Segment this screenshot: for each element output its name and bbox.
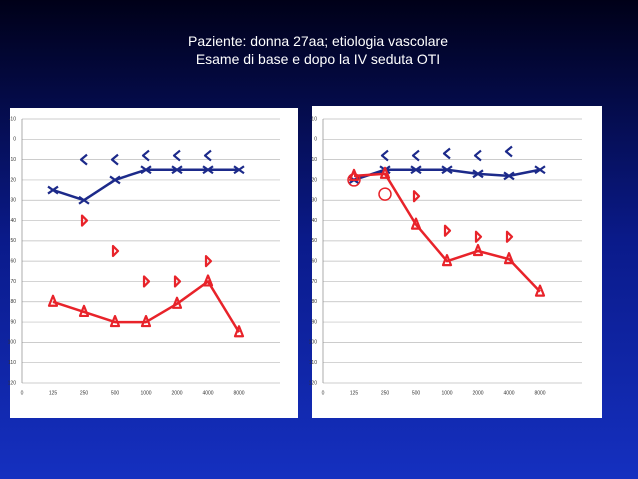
y-tick-label: 70 — [10, 279, 16, 285]
slide-title: Paziente: donna 27aa; etiologia vascolar… — [188, 33, 448, 49]
x-tick-label: 500 — [412, 390, 421, 396]
marker — [80, 214, 89, 227]
y-tick-label: -10 — [310, 116, 317, 122]
y-tick-label: 40 — [10, 218, 16, 224]
x-tick-label: 250 — [381, 390, 390, 396]
y-tick-label: 0 — [314, 137, 317, 143]
marker — [472, 169, 484, 179]
marker — [411, 149, 420, 162]
marker — [140, 314, 152, 328]
slide-subtitle: Esame di base e dopo la IV seduta OTI — [196, 51, 440, 67]
y-tick-label: 90 — [311, 319, 317, 325]
marker — [111, 244, 120, 258]
x-tick-label: 250 — [80, 390, 89, 396]
marker — [110, 153, 119, 166]
panel — [10, 108, 298, 418]
marker — [412, 190, 421, 203]
marker — [47, 294, 59, 307]
marker — [505, 230, 514, 243]
y-tick-label: 40 — [311, 218, 317, 224]
x-tick-label: 0 — [322, 390, 325, 396]
y-tick-label: 20 — [10, 177, 16, 183]
marker — [379, 166, 391, 179]
marker — [378, 187, 392, 201]
y-tick-label: 30 — [10, 198, 16, 204]
marker — [202, 274, 214, 287]
marker — [171, 165, 183, 175]
series-line — [52, 280, 241, 333]
x-tick-label: 125 — [350, 390, 359, 396]
marker — [140, 165, 152, 175]
x-tick-label: 4000 — [202, 390, 213, 396]
x-tick-label: 8000 — [534, 390, 545, 396]
x-tick-label: 500 — [111, 390, 120, 396]
marker — [503, 252, 515, 265]
marker — [380, 149, 389, 162]
marker — [443, 224, 452, 237]
x-tick-label: 1000 — [441, 390, 452, 396]
marker — [172, 149, 181, 162]
marker — [503, 171, 515, 181]
y-tick-label: 100 — [309, 340, 318, 346]
x-tick-label: 4000 — [503, 390, 514, 396]
marker — [203, 149, 212, 162]
y-tick-label: 10 — [311, 157, 317, 163]
marker — [202, 165, 214, 175]
marker — [410, 165, 422, 175]
marker — [109, 175, 121, 185]
y-tick-label: 50 — [311, 238, 317, 244]
marker — [441, 165, 453, 175]
y-tick-label: 90 — [10, 319, 16, 325]
marker — [171, 296, 183, 309]
marker — [442, 147, 451, 160]
marker — [109, 314, 121, 328]
marker — [534, 284, 546, 297]
marker — [78, 304, 90, 318]
y-tick-label: 30 — [311, 198, 317, 204]
y-tick-label: 80 — [311, 299, 317, 305]
marker — [534, 165, 546, 175]
marker — [233, 325, 245, 338]
y-tick-label: 110 — [309, 360, 317, 366]
y-tick-label: 120 — [8, 380, 17, 386]
panel — [312, 106, 602, 418]
marker — [504, 145, 513, 158]
y-tick-label: -10 — [9, 116, 16, 122]
marker — [141, 149, 150, 162]
y-tick-label: 10 — [10, 157, 16, 163]
y-tick-label: 20 — [311, 177, 317, 183]
y-tick-label: 50 — [10, 238, 16, 244]
x-tick-label: 125 — [49, 390, 58, 396]
x-tick-label: 2000 — [171, 390, 182, 396]
marker — [474, 230, 483, 243]
marker — [204, 255, 213, 268]
y-tick-label: 70 — [311, 279, 317, 285]
marker — [472, 243, 484, 257]
marker — [347, 173, 361, 187]
marker — [142, 275, 151, 288]
y-tick-label: 120 — [309, 380, 318, 386]
y-tick-label: 60 — [10, 258, 16, 264]
y-tick-label: 80 — [10, 299, 16, 305]
y-tick-label: 100 — [8, 340, 17, 346]
marker — [233, 165, 245, 175]
y-tick-label: 110 — [8, 360, 16, 366]
marker — [173, 275, 182, 288]
x-tick-label: 8000 — [233, 390, 244, 396]
marker — [473, 149, 482, 162]
x-tick-label: 1000 — [140, 390, 151, 396]
y-tick-label: 60 — [311, 258, 317, 264]
x-tick-label: 0 — [21, 390, 24, 396]
series-line — [353, 172, 541, 293]
marker — [47, 185, 59, 195]
marker — [410, 217, 422, 230]
marker — [79, 153, 88, 166]
marker — [441, 254, 453, 267]
x-tick-label: 2000 — [472, 390, 483, 396]
marker — [78, 195, 90, 205]
y-tick-label: 0 — [13, 137, 16, 143]
